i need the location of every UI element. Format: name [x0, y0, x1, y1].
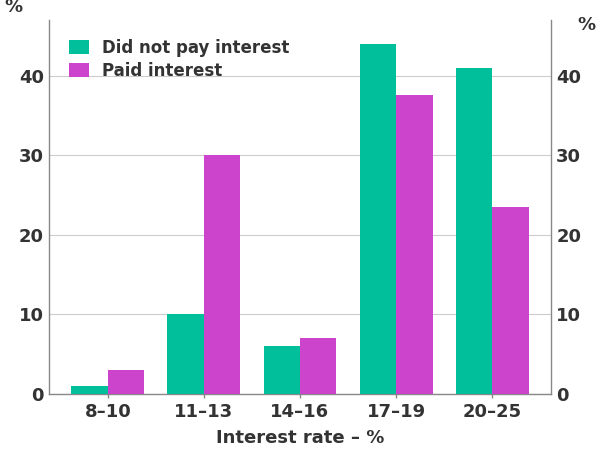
Bar: [492, 207, 529, 394]
Bar: [359, 44, 396, 394]
Bar: [71, 386, 108, 394]
Bar: [455, 68, 492, 394]
Bar: [300, 338, 337, 394]
Y-axis label: %: %: [578, 16, 596, 34]
Bar: [167, 314, 204, 394]
Bar: [396, 95, 433, 394]
Bar: [108, 370, 145, 394]
Bar: [263, 346, 300, 394]
Legend: Did not pay interest, Paid interest: Did not pay interest, Paid interest: [62, 32, 296, 86]
X-axis label: Interest rate – %: Interest rate – %: [216, 429, 384, 447]
Bar: [204, 155, 241, 394]
Y-axis label: %: %: [4, 0, 22, 16]
